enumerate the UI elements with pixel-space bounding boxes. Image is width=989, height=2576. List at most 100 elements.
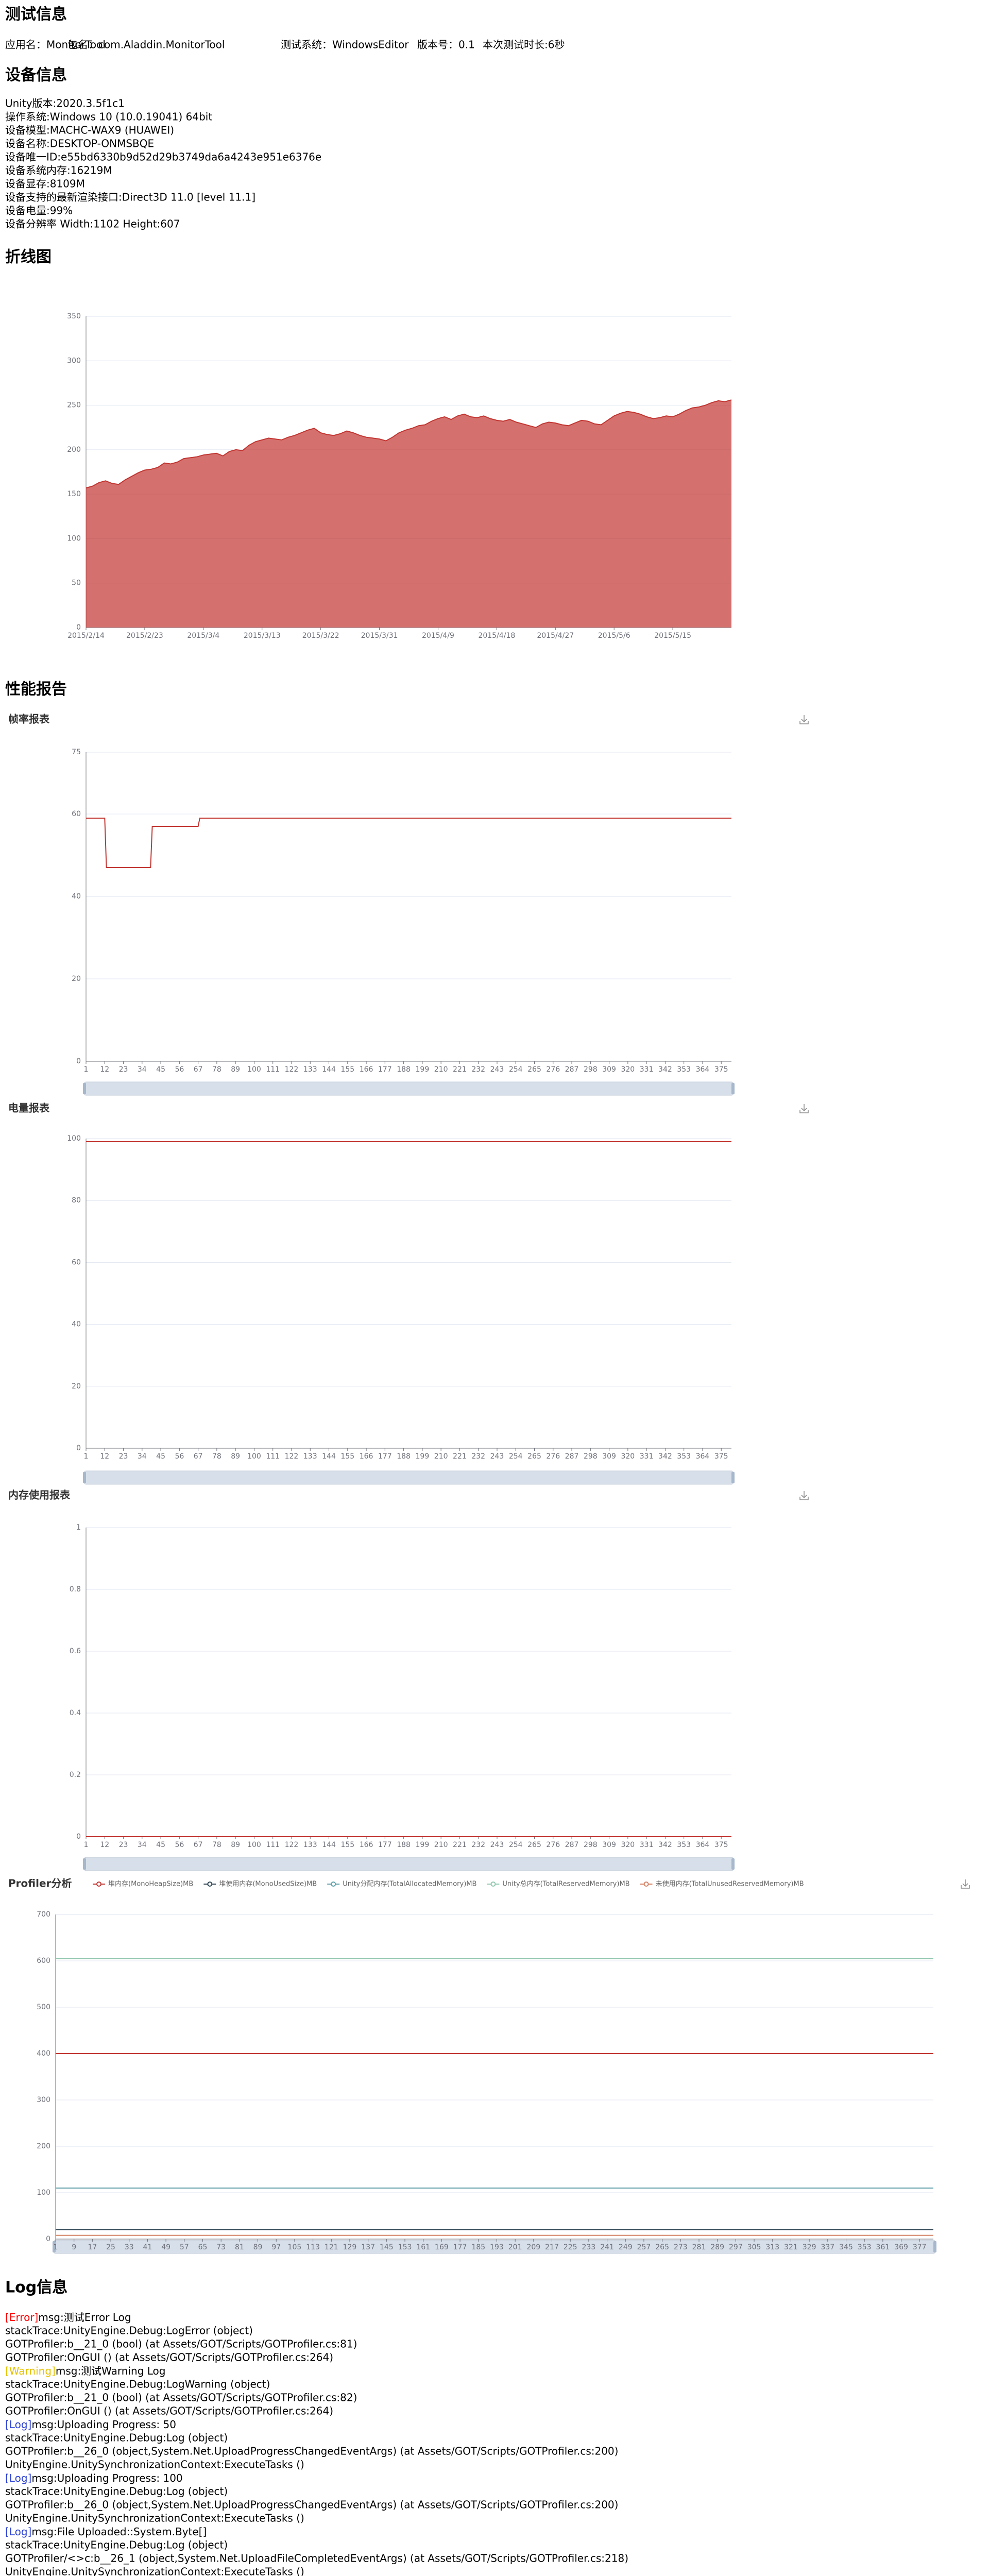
x-tick-label: 57: [180, 2243, 189, 2251]
x-tick-label: 166: [360, 1841, 373, 1849]
x-tick-label: 188: [397, 1065, 411, 1074]
x-tick-label: 2015/4/9: [422, 632, 454, 640]
log-level: [Error]: [5, 2311, 38, 2324]
download-button[interactable]: [799, 715, 809, 724]
download-icon: [961, 1879, 970, 1889]
y-tick-label: 20: [72, 975, 81, 983]
x-tick-label: 309: [602, 1841, 616, 1849]
y-tick-label: 60: [72, 810, 81, 818]
y-tick-label: 60: [72, 1258, 81, 1266]
x-tick-label: 361: [876, 2243, 890, 2251]
x-tick-label: 23: [119, 1452, 128, 1461]
x-tick-label: 225: [564, 2243, 577, 2251]
x-tick-label: 298: [584, 1452, 598, 1461]
x-tick-label: 329: [803, 2243, 816, 2251]
device-line: 设备支持的最新渲染接口:Direct3D 11.0 [level 11.1]: [5, 191, 255, 204]
x-tick-label: 221: [453, 1452, 467, 1461]
y-tick-label: 1: [76, 1523, 81, 1532]
x-tick-label: 188: [397, 1452, 411, 1461]
x-tick-label: 25: [106, 2243, 115, 2251]
x-tick-label: 364: [696, 1841, 710, 1849]
x-tick-label: 353: [677, 1065, 691, 1074]
log-level: [Log]: [5, 2472, 31, 2484]
x-tick-label: 241: [600, 2243, 614, 2251]
log-trace: GOTProfiler:b__21_0 (bool) (at Assets/GO…: [5, 2392, 357, 2404]
x-tick-label: 33: [125, 2243, 134, 2251]
x-tick-label: 210: [434, 1841, 448, 1849]
chart-title: 帧率报表: [8, 713, 50, 725]
y-tick-label: 150: [67, 490, 81, 498]
info-field: 包名：com.Aladdin.MonitorTool: [67, 39, 225, 51]
x-tick-label: 342: [658, 1452, 672, 1461]
x-tick-label: 188: [397, 1841, 411, 1849]
x-tick-label: 34: [138, 1065, 147, 1074]
x-tick-label: 56: [175, 1065, 184, 1074]
x-tick-label: 265: [527, 1452, 541, 1461]
x-tick-label: 2015/3/22: [302, 632, 339, 640]
x-tick-label: 193: [490, 2243, 504, 2251]
x-tick-label: 166: [360, 1452, 373, 1461]
download-button[interactable]: [799, 1104, 809, 1113]
x-tick-label: 2015/3/13: [244, 632, 281, 640]
x-tick-label: 41: [143, 2243, 152, 2251]
x-tick-label: 243: [490, 1841, 504, 1849]
x-tick-label: 320: [621, 1452, 635, 1461]
x-tick-label: 177: [378, 1841, 392, 1849]
download-button[interactable]: [961, 1879, 970, 1889]
x-tick-label: 113: [306, 2243, 320, 2251]
x-tick-label: 233: [582, 2243, 596, 2251]
y-tick-label: 0: [76, 623, 81, 632]
data-zoom-handle: [53, 2241, 56, 2252]
log-trace: stackTrace:UnityEngine.Debug:Log (object…: [5, 2539, 228, 2551]
area: [86, 400, 731, 628]
log-message: [Log]msg:File Uploaded::System.Byte[]: [5, 2526, 207, 2538]
x-tick-label: 209: [526, 2243, 540, 2251]
x-tick-label: 1: [54, 2243, 58, 2251]
x-tick-label: 153: [398, 2243, 412, 2251]
x-tick-label: 289: [710, 2243, 724, 2251]
x-tick-label: 221: [453, 1065, 467, 1074]
x-tick-label: 45: [156, 1452, 165, 1461]
x-tick-label: 144: [322, 1452, 336, 1461]
log-trace: stackTrace:UnityEngine.Debug:LogError (o…: [5, 2325, 253, 2337]
x-tick-label: 257: [637, 2243, 651, 2251]
y-tick-label: 80: [72, 1196, 81, 1205]
data-zoom-handle: [731, 1083, 735, 1094]
x-tick-label: 232: [471, 1841, 485, 1849]
x-tick-label: 97: [271, 2243, 281, 2251]
x-tick-label: 155: [340, 1065, 354, 1074]
x-tick-label: 232: [471, 1452, 485, 1461]
download-button[interactable]: [799, 1491, 809, 1500]
x-tick-label: 177: [378, 1065, 392, 1074]
x-tick-label: 23: [119, 1841, 128, 1849]
device-line: 设备系统内存:16219M: [5, 164, 112, 177]
x-tick-label: 265: [527, 1841, 541, 1849]
x-tick-label: 122: [285, 1841, 299, 1849]
x-tick-label: 375: [714, 1841, 728, 1849]
x-tick-label: 364: [696, 1065, 710, 1074]
data-zoom-slider: [83, 1470, 734, 1485]
x-tick-label: 67: [194, 1841, 203, 1849]
x-tick-label: 89: [231, 1065, 240, 1074]
legend-swatch: [207, 1882, 213, 1887]
data-zoom-handle: [731, 1858, 735, 1870]
y-tick-label: 600: [37, 1957, 50, 1965]
x-tick-label: 34: [138, 1452, 147, 1461]
y-tick-label: 200: [67, 446, 81, 454]
x-tick-label: 177: [453, 2243, 467, 2251]
x-tick-label: 2015/5/15: [654, 632, 691, 640]
x-tick-label: 309: [602, 1065, 616, 1074]
x-tick-label: 375: [714, 1065, 728, 1074]
y-tick-label: 40: [72, 892, 81, 901]
x-tick-label: 199: [416, 1065, 430, 1074]
x-tick-label: 254: [509, 1452, 523, 1461]
log-trace: stackTrace:UnityEngine.Debug:LogWarning …: [5, 2378, 270, 2391]
download-icon: [799, 715, 809, 724]
x-tick-label: 111: [266, 1452, 280, 1461]
x-tick-label: 254: [509, 1841, 523, 1849]
x-tick-label: 309: [602, 1452, 616, 1461]
x-tick-label: 122: [285, 1065, 299, 1074]
x-tick-label: 56: [175, 1841, 184, 1849]
data-zoom-handle: [83, 1083, 86, 1094]
